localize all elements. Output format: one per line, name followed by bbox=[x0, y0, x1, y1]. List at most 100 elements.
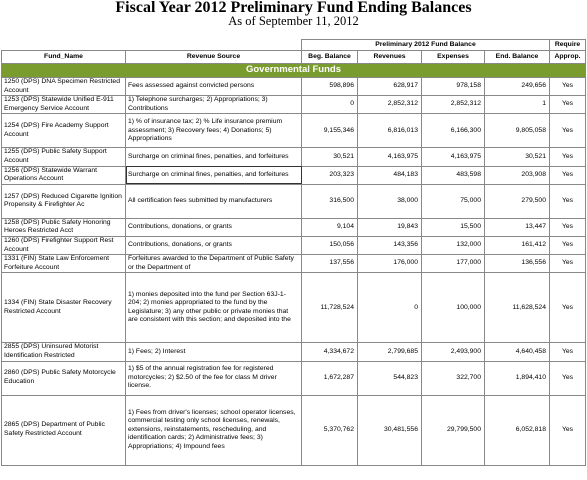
table-row[interactable]: 1257 (DPS) Reduced Cigarette Ignition Pr… bbox=[1, 183, 586, 219]
end-balance-cell[interactable]: 9,805,058 bbox=[484, 113, 550, 149]
end-balance-cell[interactable]: 249,656 bbox=[484, 76, 550, 97]
table-row[interactable]: 2860 (DPS) Public Safety Motorcycle Educ… bbox=[1, 360, 586, 396]
revenues-cell[interactable]: 2,799,685 bbox=[357, 342, 422, 362]
end-balance-cell[interactable]: 279,500 bbox=[484, 183, 550, 219]
revenue-source-cell[interactable]: Surcharge on criminal fines, penalties, … bbox=[125, 147, 302, 167]
end-balance-cell[interactable]: 13,447 bbox=[484, 217, 550, 237]
fund-name-cell[interactable]: 1258 (DPS) Public Safety Honoring Heroes… bbox=[1, 217, 126, 237]
expenses-cell[interactable]: 978,158 bbox=[421, 76, 485, 97]
expenses-cell[interactable]: 15,500 bbox=[421, 217, 485, 237]
beg-balance-cell[interactable]: 4,334,672 bbox=[301, 342, 358, 362]
beg-balance-cell[interactable]: 9,155,346 bbox=[301, 113, 358, 149]
revenue-source-cell[interactable]: 1) % of insurance tax; 2) % Life insuran… bbox=[125, 113, 302, 149]
expenses-cell[interactable]: 4,163,975 bbox=[421, 147, 485, 167]
fund-name-cell[interactable]: 1331 (FIN) State Law Enforcement Forfeit… bbox=[1, 254, 126, 274]
require-approp-cell[interactable]: Yes bbox=[549, 165, 586, 185]
end-balance-cell[interactable]: 1,894,410 bbox=[484, 360, 550, 396]
table-row[interactable]: 1260 (DPS) Firefighter Support Rest Acco… bbox=[1, 235, 586, 256]
revenues-cell[interactable]: 30,481,556 bbox=[357, 394, 422, 466]
end-balance-cell[interactable]: 203,908 bbox=[484, 165, 550, 185]
expenses-cell[interactable]: 100,000 bbox=[421, 272, 485, 344]
require-approp-cell[interactable]: Yes bbox=[549, 95, 586, 115]
fund-name-cell[interactable]: 2865 (DPS) Department of Public Safety R… bbox=[1, 394, 126, 466]
revenue-source-cell[interactable]: All certification fees submitted by manu… bbox=[125, 183, 302, 219]
require-approp-cell[interactable]: Yes bbox=[549, 113, 586, 149]
revenues-cell[interactable]: 143,356 bbox=[357, 235, 422, 256]
table-row[interactable]: 1250 (DPS) DNA Specimen Restricted Accou… bbox=[1, 76, 586, 97]
fund-name-cell[interactable]: 2860 (DPS) Public Safety Motorcycle Educ… bbox=[1, 360, 126, 396]
revenues-cell[interactable]: 19,843 bbox=[357, 217, 422, 237]
table-row[interactable]: 1254 (DPS) Fire Academy Support Account 1… bbox=[1, 113, 586, 149]
beg-balance-cell[interactable]: 137,556 bbox=[301, 254, 358, 274]
revenues-cell[interactable]: 628,917 bbox=[357, 76, 422, 97]
expenses-cell[interactable]: 75,000 bbox=[421, 183, 485, 219]
expenses-cell[interactable]: 483,598 bbox=[421, 165, 485, 185]
end-balance-cell[interactable]: 6,052,818 bbox=[484, 394, 550, 466]
revenues-cell[interactable]: 38,000 bbox=[357, 183, 422, 219]
end-balance-cell[interactable]: 30,521 bbox=[484, 147, 550, 167]
table-row[interactable]: 2855 (DPS) Uninsured Motorist Identifica… bbox=[1, 342, 586, 362]
require-approp-cell[interactable]: Yes bbox=[549, 76, 586, 97]
table-row[interactable]: 1258 (DPS) Public Safety Honoring Heroes… bbox=[1, 217, 586, 237]
expenses-cell[interactable]: 6,166,300 bbox=[421, 113, 485, 149]
revenues-cell[interactable]: 0 bbox=[357, 272, 422, 344]
end-balance-cell[interactable]: 4,640,458 bbox=[484, 342, 550, 362]
revenue-source-cell[interactable]: 1) Fees; 2) Interest bbox=[125, 342, 302, 362]
revenues-cell[interactable]: 484,183 bbox=[357, 165, 422, 185]
fund-name-cell[interactable]: 1250 (DPS) DNA Specimen Restricted Accou… bbox=[1, 76, 126, 97]
expenses-cell[interactable]: 177,000 bbox=[421, 254, 485, 274]
beg-balance-cell[interactable]: 0 bbox=[301, 95, 358, 115]
require-approp-cell[interactable]: Yes bbox=[549, 342, 586, 362]
expenses-cell[interactable]: 2,852,312 bbox=[421, 95, 485, 115]
beg-balance-cell[interactable]: 11,728,524 bbox=[301, 272, 358, 344]
fund-name-cell[interactable]: 1253 (DPS) Statewide Unified E-911 Emerg… bbox=[1, 95, 126, 115]
beg-balance-cell[interactable]: 203,323 bbox=[301, 165, 358, 185]
end-balance-cell[interactable]: 11,628,524 bbox=[484, 272, 550, 344]
expenses-cell[interactable]: 322,700 bbox=[421, 360, 485, 396]
revenues-cell[interactable]: 6,816,013 bbox=[357, 113, 422, 149]
fund-name-cell[interactable]: 1260 (DPS) Firefighter Support Rest Acco… bbox=[1, 235, 126, 256]
revenue-source-cell[interactable]: Contributions, donations, or grants bbox=[125, 217, 302, 237]
expenses-cell[interactable]: 132,000 bbox=[421, 235, 485, 256]
table-row[interactable]: 1255 (DPS) Public Safety Support Account… bbox=[1, 147, 586, 167]
table-row[interactable]: 1331 (FIN) State Law Enforcement Forfeit… bbox=[1, 254, 586, 274]
beg-balance-cell[interactable]: 150,056 bbox=[301, 235, 358, 256]
revenue-source-cell[interactable]: 1) Fees from driver's licenses; school o… bbox=[125, 394, 302, 466]
fund-name-cell[interactable]: 1334 (FIN) State Disaster Recovery Restr… bbox=[1, 272, 126, 344]
fund-name-cell[interactable]: 1257 (DPS) Reduced Cigarette Ignition Pr… bbox=[1, 183, 126, 219]
revenues-cell[interactable]: 4,163,975 bbox=[357, 147, 422, 167]
revenue-source-cell[interactable]: 1) $5 of the annual registration fee for… bbox=[125, 360, 302, 396]
beg-balance-cell[interactable]: 30,521 bbox=[301, 147, 358, 167]
beg-balance-cell[interactable]: 316,500 bbox=[301, 183, 358, 219]
revenue-source-cell[interactable]: Fees assessed against convicted persons bbox=[125, 76, 302, 97]
fund-name-cell[interactable]: 1254 (DPS) Fire Academy Support Account bbox=[1, 113, 126, 149]
require-approp-cell[interactable]: Yes bbox=[549, 394, 586, 466]
revenues-cell[interactable]: 544,823 bbox=[357, 360, 422, 396]
fund-name-cell[interactable]: 1256 (DPS) Statewide Warrant Operations … bbox=[1, 165, 126, 185]
revenues-cell[interactable]: 176,000 bbox=[357, 254, 422, 274]
table-row[interactable]: 1256 (DPS) Statewide Warrant Operations … bbox=[1, 165, 586, 185]
end-balance-cell[interactable]: 136,556 bbox=[484, 254, 550, 274]
table-row[interactable]: 2865 (DPS) Department of Public Safety R… bbox=[1, 394, 586, 466]
revenues-cell[interactable]: 2,852,312 bbox=[357, 95, 422, 115]
require-approp-cell[interactable]: Yes bbox=[549, 254, 586, 274]
require-approp-cell[interactable]: Yes bbox=[549, 360, 586, 396]
revenue-source-cell[interactable]: 1) monies deposited into the fund per Se… bbox=[125, 272, 302, 344]
beg-balance-cell[interactable]: 5,370,762 bbox=[301, 394, 358, 466]
require-approp-cell[interactable]: Yes bbox=[549, 235, 586, 256]
beg-balance-cell[interactable]: 9,104 bbox=[301, 217, 358, 237]
revenue-source-cell[interactable]: Forfeitures awarded to the Department of… bbox=[125, 254, 302, 274]
require-approp-cell[interactable]: Yes bbox=[549, 183, 586, 219]
require-approp-cell[interactable]: Yes bbox=[549, 147, 586, 167]
revenue-source-cell[interactable]: Contributions, donations, or grants bbox=[125, 235, 302, 256]
fund-name-cell[interactable]: 1255 (DPS) Public Safety Support Account bbox=[1, 147, 126, 167]
table-row[interactable]: 1334 (FIN) State Disaster Recovery Restr… bbox=[1, 272, 586, 344]
require-approp-cell[interactable]: Yes bbox=[549, 217, 586, 237]
table-row[interactable]: 1253 (DPS) Statewide Unified E-911 Emerg… bbox=[1, 95, 586, 115]
revenue-source-cell[interactable]: 1) Telephone surcharges; 2) Appropriatio… bbox=[125, 95, 302, 115]
beg-balance-cell[interactable]: 1,672,287 bbox=[301, 360, 358, 396]
end-balance-cell[interactable]: 1 bbox=[484, 95, 550, 115]
expenses-cell[interactable]: 29,799,500 bbox=[421, 394, 485, 466]
end-balance-cell[interactable]: 161,412 bbox=[484, 235, 550, 256]
fund-name-cell[interactable]: 2855 (DPS) Uninsured Motorist Identifica… bbox=[1, 342, 126, 362]
